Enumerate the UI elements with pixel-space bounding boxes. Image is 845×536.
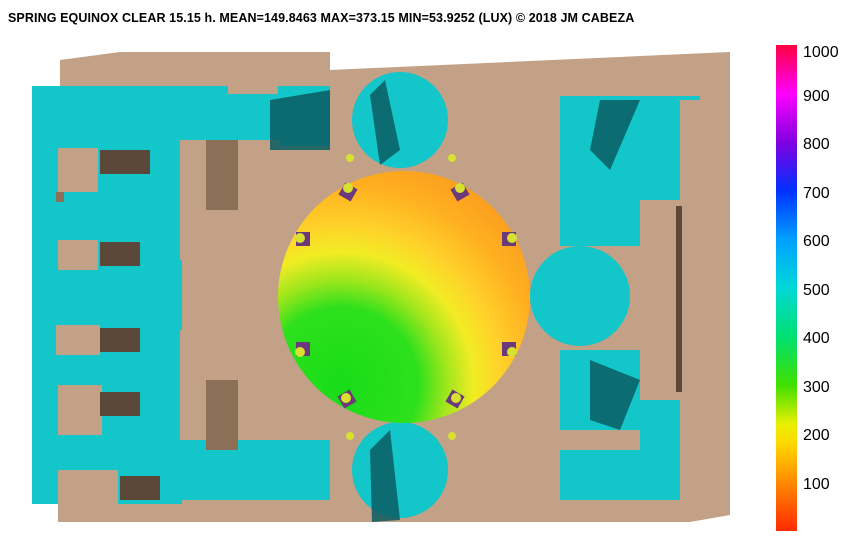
cast-shadows bbox=[270, 80, 640, 522]
scale-label: 1000 bbox=[803, 44, 839, 61]
dome-fixtures bbox=[295, 154, 517, 440]
central-dome-illuminance bbox=[278, 171, 530, 423]
bottom-apse-floor bbox=[352, 422, 448, 518]
scale-label: 100 bbox=[803, 476, 830, 493]
left-aisle-floor bbox=[32, 86, 182, 504]
scale-label: 700 bbox=[803, 185, 830, 202]
scale-label: 400 bbox=[803, 330, 830, 347]
scale-label: 500 bbox=[803, 282, 830, 299]
scale-label: 900 bbox=[803, 88, 830, 105]
scale-label: 800 bbox=[803, 136, 830, 153]
scale-label: 200 bbox=[803, 427, 830, 444]
left-aisle-walls bbox=[56, 60, 280, 522]
scale-label: 600 bbox=[803, 233, 830, 250]
scale-label: 300 bbox=[803, 379, 830, 396]
top-apse-floor bbox=[352, 72, 448, 168]
color-scale-bar bbox=[776, 45, 797, 531]
figure-title: SPRING EQUINOX CLEAR 15.15 h. MEAN=149.8… bbox=[8, 11, 635, 25]
right-apse-floor bbox=[530, 246, 630, 346]
